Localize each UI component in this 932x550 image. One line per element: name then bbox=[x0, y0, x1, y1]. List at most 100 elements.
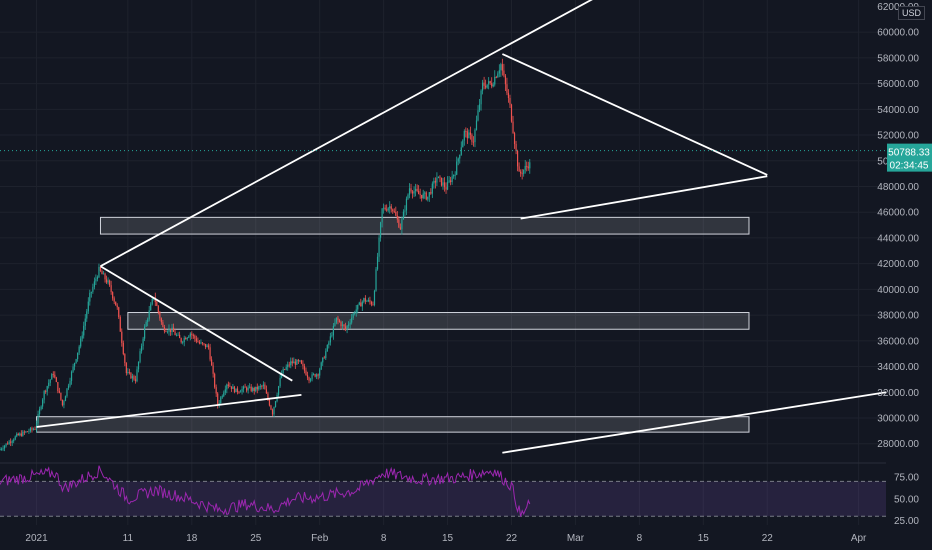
candle bbox=[160, 318, 162, 323]
candle bbox=[355, 309, 357, 314]
candle bbox=[246, 387, 248, 391]
candle bbox=[390, 206, 392, 210]
support-zone bbox=[127, 312, 750, 330]
candle bbox=[131, 376, 134, 379]
candle bbox=[303, 366, 306, 371]
candle bbox=[80, 338, 82, 347]
candle bbox=[361, 301, 363, 307]
candle bbox=[105, 279, 108, 283]
candle bbox=[413, 191, 415, 194]
candle bbox=[518, 166, 520, 172]
candle bbox=[28, 431, 30, 433]
candle bbox=[486, 84, 488, 88]
candle bbox=[215, 387, 217, 394]
candle bbox=[468, 132, 470, 139]
candle bbox=[418, 190, 420, 195]
candle bbox=[293, 361, 295, 364]
candle bbox=[370, 301, 373, 305]
candle bbox=[136, 369, 138, 382]
candle bbox=[19, 433, 21, 436]
candle bbox=[151, 298, 153, 305]
candle bbox=[512, 121, 514, 134]
candle bbox=[437, 176, 440, 179]
grid bbox=[0, 0, 886, 525]
rsi-line bbox=[0, 465, 531, 517]
candle bbox=[469, 132, 472, 135]
candle bbox=[383, 207, 385, 209]
candle bbox=[430, 192, 432, 194]
support-zone bbox=[99, 216, 750, 235]
candle bbox=[498, 70, 500, 74]
candle bbox=[379, 222, 382, 238]
candle bbox=[299, 360, 301, 362]
candle bbox=[256, 386, 258, 390]
candle bbox=[61, 399, 64, 406]
candle bbox=[17, 433, 19, 436]
candle bbox=[212, 365, 214, 374]
candle bbox=[510, 104, 513, 122]
candle bbox=[197, 341, 199, 343]
candle bbox=[513, 133, 516, 144]
candle bbox=[323, 357, 325, 359]
time-axis[interactable]: 2021 11 18 25 Feb 8 15 22 Mar 8 15 22 Apr bbox=[25, 533, 867, 544]
candle bbox=[5, 443, 7, 446]
candle bbox=[227, 384, 229, 386]
candle bbox=[144, 326, 146, 339]
candle bbox=[325, 351, 327, 359]
candle bbox=[331, 335, 333, 337]
candle bbox=[526, 165, 528, 167]
candle bbox=[349, 322, 351, 325]
support-zones[interactable] bbox=[36, 216, 750, 433]
candle bbox=[337, 317, 339, 321]
candle bbox=[443, 182, 446, 188]
candle bbox=[381, 208, 383, 223]
candle bbox=[297, 360, 299, 362]
candle bbox=[326, 344, 328, 352]
candle bbox=[459, 154, 461, 159]
candle bbox=[376, 256, 379, 270]
candle bbox=[262, 384, 264, 387]
candle bbox=[70, 371, 73, 381]
candle bbox=[57, 382, 59, 392]
candle bbox=[185, 338, 187, 340]
candle bbox=[147, 319, 149, 322]
candle bbox=[363, 298, 365, 302]
candle bbox=[87, 301, 89, 312]
candle bbox=[471, 134, 473, 142]
candle bbox=[46, 386, 48, 392]
candle bbox=[439, 176, 441, 178]
candle bbox=[186, 337, 188, 340]
candle bbox=[3, 445, 6, 449]
candle bbox=[421, 194, 423, 199]
candle bbox=[319, 369, 321, 376]
candle bbox=[236, 388, 239, 392]
candle bbox=[58, 391, 60, 393]
price-tick-label: 38000.00 bbox=[877, 311, 919, 322]
currency-label[interactable]: USD bbox=[898, 6, 926, 20]
time-tick-label: 22 bbox=[506, 533, 518, 544]
candle bbox=[16, 433, 18, 437]
candle bbox=[422, 193, 424, 199]
price-axis[interactable]: 28000.00 30000.00 32000.00 34000.00 36000.00… bbox=[877, 2, 919, 527]
candle bbox=[233, 386, 236, 393]
trendlines[interactable] bbox=[36, 0, 887, 454]
candle bbox=[95, 279, 97, 282]
candle bbox=[229, 385, 231, 387]
candle bbox=[171, 327, 173, 332]
candle bbox=[267, 393, 269, 400]
trendline bbox=[100, 265, 293, 382]
candle bbox=[124, 354, 126, 364]
candle bbox=[384, 207, 386, 210]
candle bbox=[259, 386, 261, 387]
rsi-tick-label: 25.00 bbox=[894, 516, 919, 527]
candle bbox=[232, 386, 234, 389]
candle bbox=[431, 183, 433, 194]
candle bbox=[201, 342, 204, 344]
candle bbox=[416, 188, 418, 191]
candle bbox=[291, 361, 293, 364]
candle bbox=[139, 351, 141, 362]
candle bbox=[274, 401, 277, 407]
candle bbox=[118, 307, 120, 318]
candle bbox=[72, 366, 74, 372]
